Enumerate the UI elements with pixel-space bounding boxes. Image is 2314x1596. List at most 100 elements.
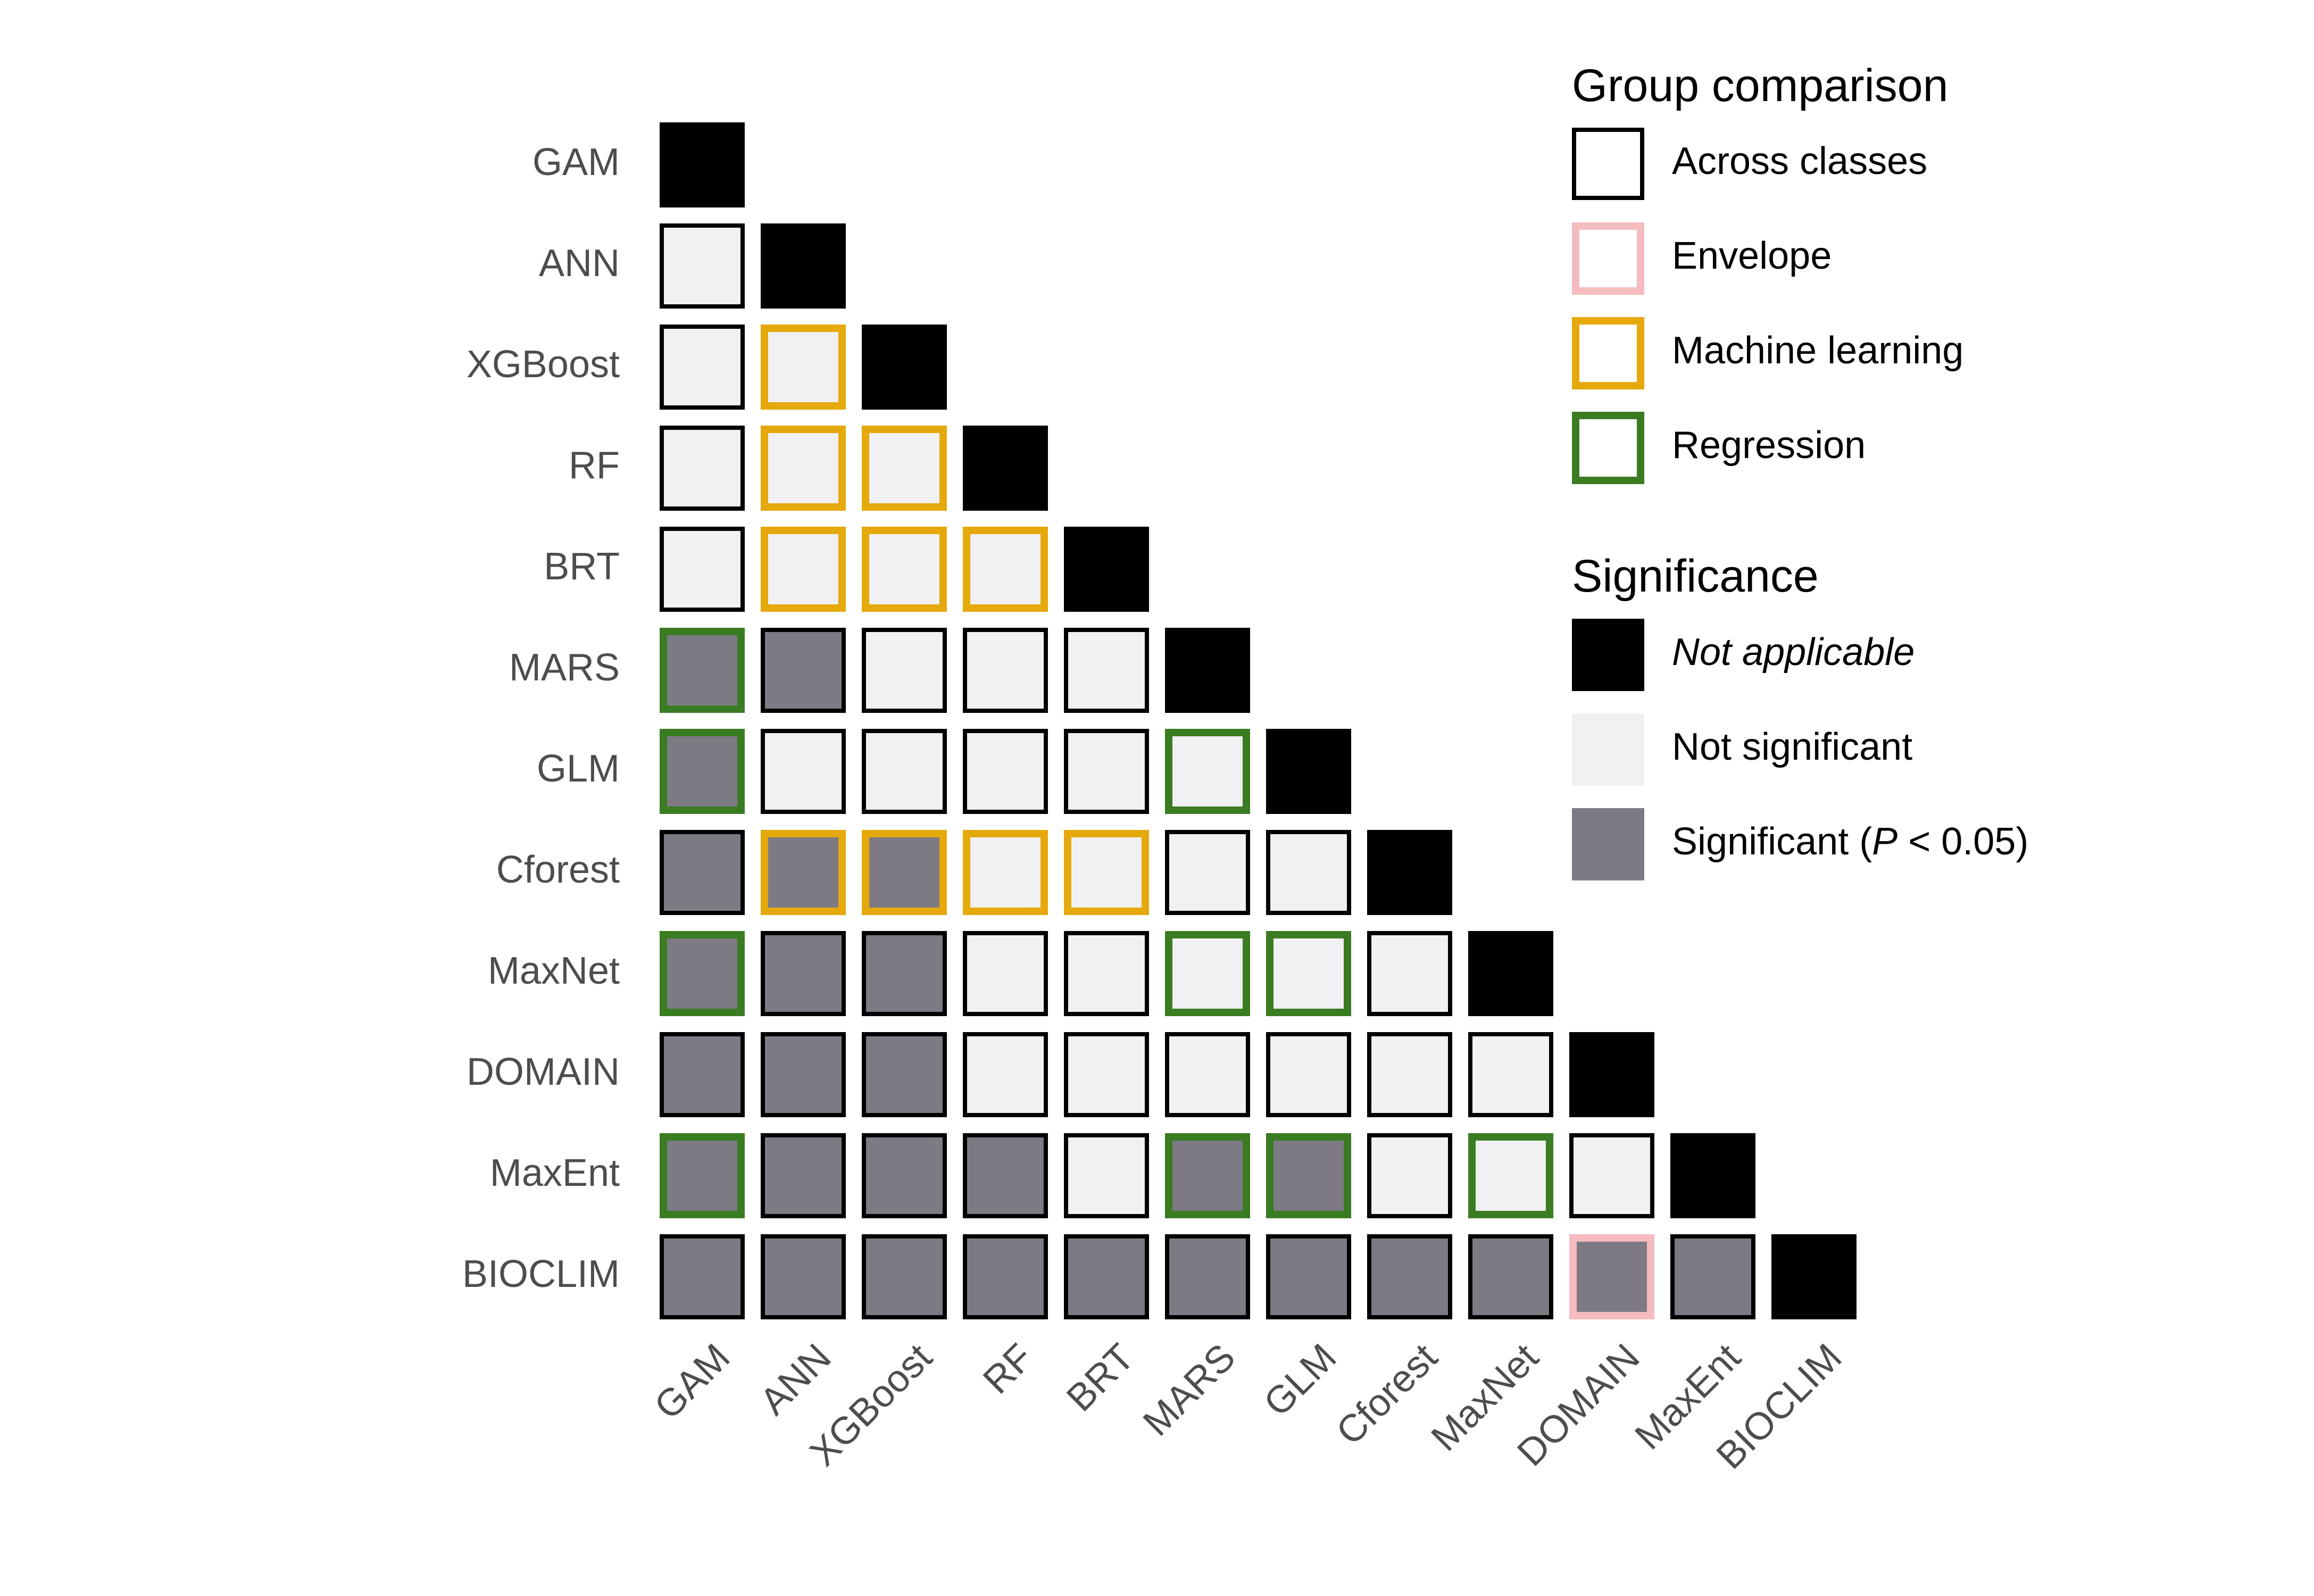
cell-Cforest-Cforest <box>1367 830 1452 915</box>
cell-DOMAIN-RF <box>963 1032 1048 1117</box>
legend-label-sig: Significant (P < 0.05) <box>1672 820 2028 863</box>
cell-MaxNet-GAM <box>660 931 745 1016</box>
cell-BIOCLIM-Cforest <box>1367 1234 1452 1319</box>
cells-layer <box>660 122 1857 1319</box>
cell-DOMAIN-MARS <box>1165 1032 1250 1117</box>
cell-MARS-XGBoost <box>862 628 947 713</box>
cell-MARS-BRT <box>1064 628 1149 713</box>
y-tick-label-Cforest: Cforest <box>496 849 620 891</box>
legend-key-ns <box>1572 713 1644 786</box>
y-tick-label-RF: RF <box>569 444 620 487</box>
cell-GLM-ANN <box>761 729 846 814</box>
legend-label-reg: Regression <box>1672 424 1866 467</box>
cell-MaxNet-RF <box>963 931 1048 1016</box>
cell-BIOCLIM-GAM <box>660 1234 745 1319</box>
cell-RF-RF <box>963 426 1048 511</box>
cell-BIOCLIM-DOMAIN <box>1569 1234 1654 1319</box>
cell-MARS-MARS <box>1165 628 1250 713</box>
cell-XGBoost-XGBoost <box>862 325 947 410</box>
cell-Cforest-GLM <box>1266 830 1351 915</box>
cell-XGBoost-GAM <box>660 325 745 410</box>
cell-XGBoost-ANN <box>761 325 846 410</box>
cell-BIOCLIM-MARS <box>1165 1234 1250 1319</box>
legend-label-across: Across classes <box>1672 140 1927 182</box>
cell-DOMAIN-GLM <box>1266 1032 1351 1117</box>
legend-key-env <box>1572 222 1644 295</box>
legend-key-ml <box>1572 317 1644 389</box>
x-tick-label-BRT: BRT <box>1059 1336 1142 1419</box>
y-tick-label-XGBoost: XGBoost <box>467 343 620 386</box>
cell-MaxNet-MaxNet <box>1468 931 1553 1016</box>
cell-DOMAIN-MaxNet <box>1468 1032 1553 1117</box>
cell-MaxNet-Cforest <box>1367 931 1452 1016</box>
cell-GLM-MARS <box>1165 729 1250 814</box>
cell-GLM-XGBoost <box>862 729 947 814</box>
legend-key-sig <box>1572 808 1644 880</box>
legend-label-ns: Not significant <box>1672 726 1912 768</box>
legend-key-na <box>1572 619 1644 691</box>
legend-label-ml: Machine learning <box>1672 329 1963 372</box>
x-tick-label-GAM: GAM <box>646 1336 738 1428</box>
cell-BIOCLIM-MaxEnt <box>1670 1234 1755 1319</box>
cell-MaxEnt-MARS <box>1165 1133 1250 1218</box>
cell-GLM-GAM <box>660 729 745 814</box>
cell-MaxEnt-BRT <box>1064 1133 1149 1218</box>
x-tick-label-MARS: MARS <box>1135 1336 1244 1444</box>
cell-BIOCLIM-GLM <box>1266 1234 1351 1319</box>
cell-MaxNet-ANN <box>761 931 846 1016</box>
x-tick-label-RF: RF <box>975 1336 1041 1402</box>
cell-BRT-BRT <box>1064 527 1149 612</box>
y-tick-label-GAM: GAM <box>532 141 620 184</box>
cell-MaxEnt-MaxEnt <box>1670 1133 1755 1218</box>
legend-label-env: Envelope <box>1672 235 1832 277</box>
cell-DOMAIN-ANN <box>761 1032 846 1117</box>
y-tick-label-ANN: ANN <box>539 242 620 285</box>
cell-MARS-ANN <box>761 628 846 713</box>
legend-group-title: Group comparison <box>1572 60 1948 111</box>
y-tick-label-GLM: GLM <box>537 747 620 790</box>
cell-BIOCLIM-BIOCLIM <box>1771 1234 1857 1319</box>
legend-group-comparison: Group comparison Across classes Envelope M… <box>1572 60 1963 484</box>
cell-MaxEnt-ANN <box>761 1133 846 1218</box>
cell-GAM-GAM <box>660 122 745 207</box>
y-tick-label-MaxEnt: MaxEnt <box>490 1152 620 1194</box>
cell-Cforest-ANN <box>761 830 846 915</box>
x-tick-label-Cforest: Cforest <box>1328 1336 1446 1453</box>
cell-GLM-BRT <box>1064 729 1149 814</box>
cell-DOMAIN-XGBoost <box>862 1032 947 1117</box>
cell-MaxNet-XGBoost <box>862 931 947 1016</box>
cell-BIOCLIM-BRT <box>1064 1234 1149 1319</box>
y-axis-labels: GAM ANN XGBoost RF BRT MARS GLM Cforest MaxNet DO… <box>462 141 620 1295</box>
cell-BIOCLIM-RF <box>963 1234 1048 1319</box>
cell-MaxEnt-Cforest <box>1367 1133 1452 1218</box>
cell-BIOCLIM-XGBoost <box>862 1234 947 1319</box>
y-tick-label-MaxNet: MaxNet <box>488 950 620 992</box>
cell-MaxEnt-GAM <box>660 1133 745 1218</box>
cell-BRT-GAM <box>660 527 745 612</box>
cell-BRT-XGBoost <box>862 527 947 612</box>
cell-GLM-GLM <box>1266 729 1351 814</box>
cell-BIOCLIM-MaxNet <box>1468 1234 1553 1319</box>
legend-significance: Significance Not applicable Not significa… <box>1572 551 2028 880</box>
legend-key-reg <box>1572 412 1644 484</box>
cell-MaxNet-GLM <box>1266 931 1351 1016</box>
cell-RF-GAM <box>660 426 745 511</box>
cell-DOMAIN-GAM <box>660 1032 745 1117</box>
cell-DOMAIN-DOMAIN <box>1569 1032 1654 1117</box>
cell-MARS-RF <box>963 628 1048 713</box>
cell-BRT-RF <box>963 527 1048 612</box>
x-tick-label-GLM: GLM <box>1256 1336 1345 1425</box>
cell-BIOCLIM-ANN <box>761 1234 846 1319</box>
cell-MaxNet-BRT <box>1064 931 1149 1016</box>
cell-RF-ANN <box>761 426 846 511</box>
cell-Cforest-XGBoost <box>862 830 947 915</box>
legend-significance-title: Significance <box>1572 551 1819 602</box>
cell-DOMAIN-BRT <box>1064 1032 1149 1117</box>
cell-Cforest-MARS <box>1165 830 1250 915</box>
y-tick-label-MARS: MARS <box>509 646 620 689</box>
cell-MaxEnt-DOMAIN <box>1569 1133 1654 1218</box>
cell-Cforest-GAM <box>660 830 745 915</box>
